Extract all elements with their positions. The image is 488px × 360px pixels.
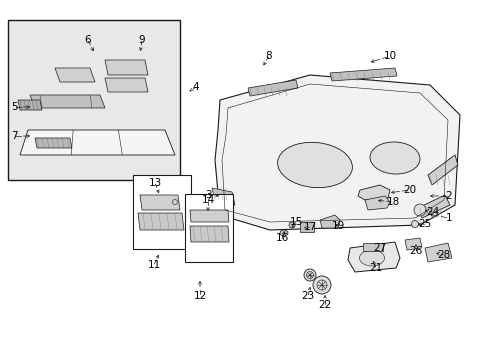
Text: 3: 3 xyxy=(204,190,211,200)
Ellipse shape xyxy=(277,142,352,188)
Ellipse shape xyxy=(411,220,418,228)
Ellipse shape xyxy=(359,250,384,266)
Polygon shape xyxy=(105,60,148,75)
Bar xyxy=(184,194,232,262)
Bar xyxy=(299,222,313,232)
Polygon shape xyxy=(329,68,396,81)
Text: 9: 9 xyxy=(139,35,145,45)
Text: 12: 12 xyxy=(193,291,206,301)
Text: 7: 7 xyxy=(11,131,17,141)
Text: 20: 20 xyxy=(403,185,416,195)
Polygon shape xyxy=(427,155,457,185)
Ellipse shape xyxy=(312,276,330,294)
Ellipse shape xyxy=(304,269,315,281)
Text: 27: 27 xyxy=(373,243,386,253)
Text: 6: 6 xyxy=(84,35,91,45)
Ellipse shape xyxy=(280,230,287,236)
Polygon shape xyxy=(190,226,228,242)
Text: 24: 24 xyxy=(426,207,439,217)
Text: 26: 26 xyxy=(408,246,422,256)
Polygon shape xyxy=(35,138,72,148)
Text: 22: 22 xyxy=(318,300,331,310)
Polygon shape xyxy=(212,188,235,205)
Polygon shape xyxy=(364,196,389,210)
Polygon shape xyxy=(20,130,175,155)
Text: 10: 10 xyxy=(383,51,396,61)
Text: 28: 28 xyxy=(436,250,450,260)
Polygon shape xyxy=(404,238,421,250)
Polygon shape xyxy=(190,210,228,222)
Polygon shape xyxy=(357,185,389,200)
Bar xyxy=(362,243,382,251)
Polygon shape xyxy=(347,242,399,272)
Text: 25: 25 xyxy=(418,219,431,229)
Text: 14: 14 xyxy=(201,195,214,205)
Ellipse shape xyxy=(413,204,425,216)
Text: 15: 15 xyxy=(289,217,302,227)
Polygon shape xyxy=(319,215,339,228)
Text: 8: 8 xyxy=(265,51,272,61)
Polygon shape xyxy=(138,213,183,230)
Polygon shape xyxy=(215,75,459,230)
Polygon shape xyxy=(140,195,180,210)
Polygon shape xyxy=(18,100,42,110)
Text: 11: 11 xyxy=(147,260,160,270)
Text: 13: 13 xyxy=(148,178,162,188)
Ellipse shape xyxy=(288,222,294,228)
Polygon shape xyxy=(247,80,297,96)
Text: 16: 16 xyxy=(275,233,288,243)
Bar xyxy=(133,175,191,249)
Polygon shape xyxy=(417,195,449,218)
Text: 2: 2 xyxy=(445,191,451,201)
Text: 5: 5 xyxy=(11,102,17,112)
Polygon shape xyxy=(424,243,451,262)
Text: 23: 23 xyxy=(301,291,314,301)
Polygon shape xyxy=(105,78,148,92)
Polygon shape xyxy=(30,95,105,108)
Text: 21: 21 xyxy=(368,263,382,273)
Ellipse shape xyxy=(369,142,419,174)
Bar xyxy=(8,20,180,180)
Text: 18: 18 xyxy=(386,197,399,207)
Polygon shape xyxy=(55,68,95,82)
Text: 19: 19 xyxy=(331,221,344,231)
Text: 17: 17 xyxy=(303,222,316,232)
Text: 1: 1 xyxy=(445,213,451,223)
Text: 4: 4 xyxy=(192,82,199,92)
